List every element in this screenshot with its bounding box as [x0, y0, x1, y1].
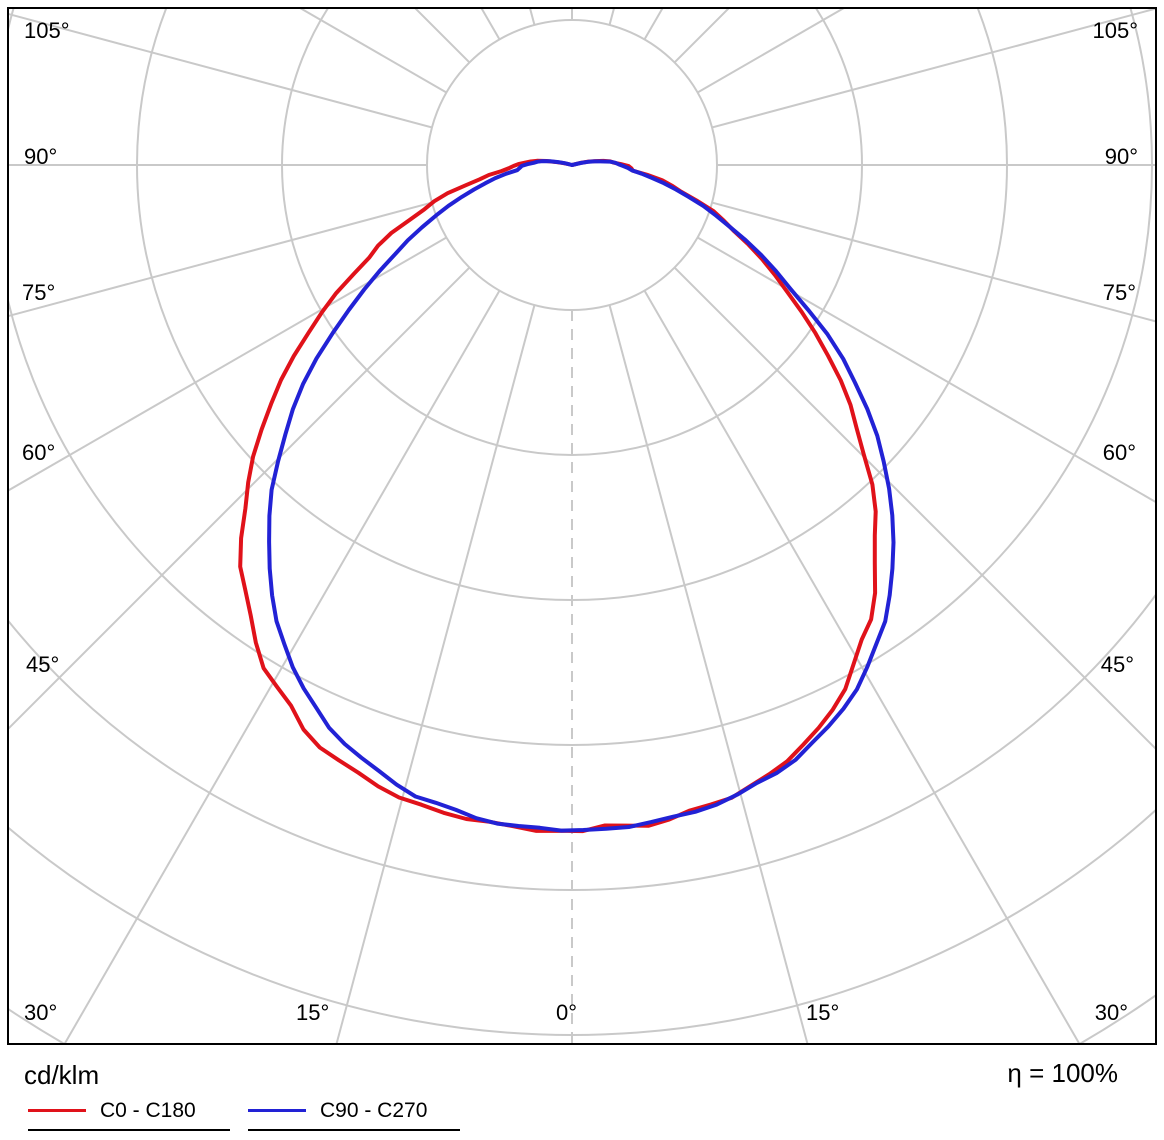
unit-label: cd/klm [24, 1060, 100, 1090]
legend-line-red [28, 1109, 86, 1112]
efficiency-label: η = 100% [1007, 1058, 1118, 1088]
polar-plot: 105° 90° 75° 60° 45° 105° 90° 75° 60° 45… [7, 7, 1157, 1045]
angle-label-left-60: 60° [22, 440, 56, 465]
angle-label-right-90: 90° [1104, 144, 1138, 169]
angle-label-right-105: 105° [1092, 18, 1138, 43]
angle-label-left-90: 90° [24, 144, 58, 169]
legend-line-blue [248, 1109, 306, 1112]
legend: C0 - C180 C90 - C270 [28, 1100, 460, 1131]
angle-label-bottom-30-right: 30° [1094, 1000, 1128, 1025]
angle-label-bottom-30-left: 30° [24, 1000, 58, 1025]
angle-label-right-60: 60° [1102, 440, 1136, 465]
angle-label-bottom-0: 0° [556, 1000, 578, 1025]
chart-footer: cd/klm η = 100% C0 - C180 C90 - C270 [0, 1048, 1164, 1140]
legend-item-c90-c270: C90 - C270 [248, 1100, 460, 1131]
angle-label-bottom-15-left: 15° [296, 1000, 330, 1025]
angle-label-right-75: 75° [1102, 280, 1136, 305]
legend-label-c90-c270: C90 - C270 [320, 1099, 428, 1122]
legend-item-c0-c180: C0 - C180 [28, 1100, 230, 1131]
angle-label-bottom-15-right: 15° [806, 1000, 840, 1025]
angle-label-left-105: 105° [24, 18, 70, 43]
angle-label-left-45: 45° [26, 652, 60, 677]
polar-chart-svg [7, 7, 1157, 1045]
angle-label-right-45: 45° [1100, 652, 1134, 677]
legend-label-c0-c180: C0 - C180 [100, 1099, 196, 1122]
angle-label-left-75: 75° [22, 280, 56, 305]
